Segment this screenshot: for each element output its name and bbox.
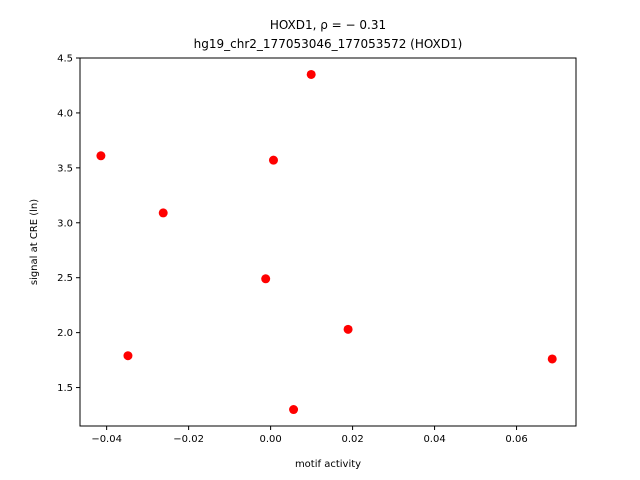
data-point-3 — [158, 208, 168, 218]
data-points — [96, 69, 557, 415]
y-tick-label: 1.5 — [57, 383, 73, 394]
x-axis-ticks: −0.04 −0.02 0.00 0.02 0.04 0.06 — [91, 426, 528, 445]
x-tick-label: −0.02 — [173, 434, 204, 445]
data-point-1 — [96, 151, 106, 161]
chart-title-line2: hg19_chr2_177053046_177053572 (HOXD1) — [194, 37, 463, 51]
y-tick-label: 4.0 — [57, 108, 73, 119]
y-tick-label: 3.0 — [57, 218, 73, 229]
data-point-9 — [547, 354, 557, 364]
x-tick-label: −0.04 — [91, 434, 122, 445]
y-tick-label: 4.5 — [57, 54, 73, 65]
plot-area-frame — [79, 57, 577, 427]
data-point-6 — [289, 405, 299, 415]
x-tick-label: 0.06 — [505, 434, 527, 445]
y-tick-label: 2.0 — [57, 328, 73, 339]
data-point-2 — [123, 351, 133, 361]
data-point-8 — [343, 324, 353, 334]
x-tick-label: 0.04 — [423, 434, 445, 445]
x-tick-label: 0.00 — [259, 434, 281, 445]
y-tick-label: 2.5 — [57, 273, 73, 284]
y-axis-ticks: 1.5 2.0 2.5 3.0 3.5 4.0 4.5 — [57, 54, 80, 394]
x-axis-label: motif activity — [295, 459, 361, 470]
data-point-5 — [268, 155, 278, 165]
chart-title-line1: HOXD1, ρ = − 0.31 — [270, 18, 386, 32]
y-axis-label: signal at CRE (ln) — [29, 199, 40, 285]
x-tick-label: 0.02 — [341, 434, 363, 445]
y-tick-label: 3.5 — [57, 163, 73, 174]
data-point-4 — [261, 274, 271, 284]
data-point-7 — [306, 69, 316, 79]
